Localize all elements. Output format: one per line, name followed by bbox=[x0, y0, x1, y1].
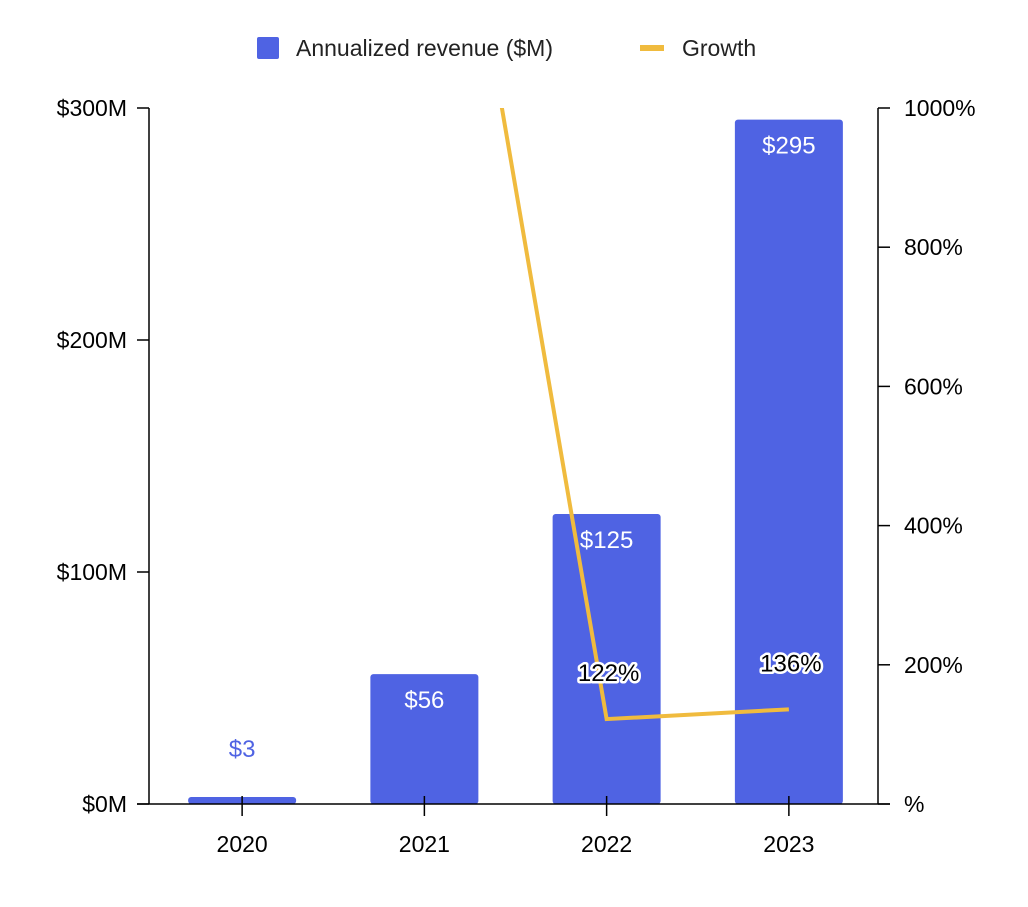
bar-data-label: $295 bbox=[762, 133, 815, 160]
legend-label-growth: Growth bbox=[682, 35, 756, 61]
right-tick-label: 400% bbox=[904, 513, 963, 539]
bar-data-label: $125 bbox=[580, 527, 633, 554]
left-tick-label: $200M bbox=[57, 327, 127, 353]
right-tick-label: 800% bbox=[904, 234, 963, 260]
right-tick-label: % bbox=[904, 791, 924, 817]
bar-2022 bbox=[552, 514, 661, 804]
bar-2021 bbox=[370, 674, 479, 804]
right-tick-label: 600% bbox=[904, 373, 963, 399]
growth-line bbox=[499, 108, 789, 722]
left-tick-label: $0M bbox=[82, 791, 127, 817]
x-tick-label: 2021 bbox=[399, 831, 450, 857]
right-tick-label: 1000% bbox=[904, 95, 976, 121]
right-tick-label: 200% bbox=[904, 652, 963, 678]
legend-label-revenue: Annualized revenue ($M) bbox=[296, 35, 553, 61]
growth-data-label: 122% bbox=[578, 660, 639, 687]
x-tick-label: 2022 bbox=[581, 831, 632, 857]
x-tick-label: 2023 bbox=[763, 831, 814, 857]
left-tick-label: $100M bbox=[57, 559, 127, 585]
growth-data-label: 136% bbox=[760, 650, 821, 677]
bar-2023 bbox=[734, 119, 843, 805]
legend-line-swatch bbox=[640, 45, 664, 51]
bar-data-label: $56 bbox=[404, 687, 444, 714]
legend-bar-swatch bbox=[257, 37, 279, 59]
x-tick-label: 2020 bbox=[217, 831, 268, 857]
bar-data-label: $3 bbox=[229, 736, 256, 763]
left-tick-label: $300M bbox=[57, 95, 127, 121]
